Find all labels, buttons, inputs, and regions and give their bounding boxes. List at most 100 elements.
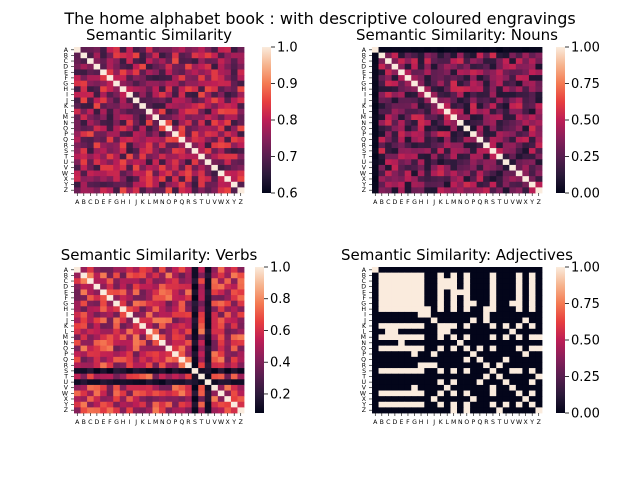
heatmap-cell xyxy=(443,52,451,59)
heatmap-cell xyxy=(211,283,219,290)
heatmap-cell xyxy=(372,334,379,341)
heatmap-cell xyxy=(145,340,153,347)
heatmap-cell xyxy=(106,278,114,285)
heatmap-cell xyxy=(237,114,245,121)
heatmap-cell xyxy=(204,373,212,380)
heatmap-cell xyxy=(457,368,464,375)
heatmap-cell xyxy=(476,267,484,274)
heatmap-cell xyxy=(132,47,140,54)
heatmap-cell xyxy=(113,373,121,380)
heatmap-cell xyxy=(437,69,445,76)
heatmap-cell xyxy=(398,300,406,307)
heatmap-cell xyxy=(165,362,173,369)
heatmap-cell xyxy=(113,58,121,65)
heatmap-cell xyxy=(191,407,199,414)
heatmap-cell xyxy=(93,58,101,65)
y-tick-label: D xyxy=(63,64,68,71)
heatmap-cell xyxy=(463,323,471,330)
heatmap-cell xyxy=(502,306,510,313)
heatmap-cell xyxy=(470,97,478,104)
heatmap-cell xyxy=(113,334,121,341)
heatmap-cell xyxy=(470,373,478,380)
heatmap-cell xyxy=(224,340,232,347)
heatmap-cell xyxy=(424,114,432,121)
heatmap-cell xyxy=(522,362,530,369)
heatmap-cell xyxy=(417,142,425,149)
heatmap-cell xyxy=(463,153,471,160)
heatmap-cell xyxy=(172,396,180,403)
heatmap-cell xyxy=(385,311,393,318)
heatmap-cell xyxy=(230,289,238,296)
heatmap-cell xyxy=(502,362,510,369)
heatmap-cell xyxy=(74,125,81,132)
heatmap-cell xyxy=(93,97,101,104)
heatmap-cell xyxy=(417,272,425,279)
heatmap-cell xyxy=(211,396,219,403)
heatmap-cell xyxy=(522,170,530,177)
heatmap-cell xyxy=(204,136,212,143)
heatmap-cell xyxy=(126,120,134,127)
heatmap-cell xyxy=(470,390,478,397)
heatmap-cell xyxy=(191,401,199,408)
heatmap-cell xyxy=(152,153,160,160)
heatmap-cell xyxy=(113,120,121,127)
heatmap-cell xyxy=(450,283,458,290)
x-tick-label: Y xyxy=(231,419,236,426)
heatmap-cell xyxy=(437,278,445,285)
heatmap-cell xyxy=(411,278,419,285)
heatmap-cell xyxy=(100,142,108,149)
heatmap-cell xyxy=(74,401,81,408)
colorbar-tick-label: 0.75 xyxy=(571,77,600,92)
heatmap-cell xyxy=(106,69,114,76)
heatmap-cell xyxy=(217,91,225,98)
heatmap-cell xyxy=(80,131,88,138)
heatmap-cell xyxy=(230,159,238,166)
heatmap-cell xyxy=(417,120,425,127)
heatmap-cell xyxy=(106,390,114,397)
heatmap-cell xyxy=(378,323,386,330)
heatmap-cell xyxy=(470,164,478,171)
heatmap-cell xyxy=(502,373,510,380)
heatmap-cell xyxy=(217,136,225,143)
y-tick-label: F xyxy=(362,295,366,302)
heatmap-cell xyxy=(185,58,193,65)
heatmap-cell xyxy=(417,164,425,171)
heatmap-cell xyxy=(113,142,121,149)
heatmap-cell xyxy=(139,187,147,194)
heatmap-cell xyxy=(372,272,379,279)
heatmap-cell xyxy=(522,407,530,414)
heatmap-cell xyxy=(204,328,212,335)
heatmap-cell xyxy=(211,91,219,98)
heatmap-cell xyxy=(237,164,245,171)
colorbar: 0.20.40.60.81.0 xyxy=(255,261,291,413)
heatmap-cell xyxy=(217,52,225,59)
heatmap-cell xyxy=(509,328,517,335)
heatmap-cell xyxy=(132,80,140,87)
heatmap-cell xyxy=(100,47,108,54)
heatmap-cell xyxy=(217,340,225,347)
heatmap-cell xyxy=(204,176,212,183)
heatmap-cell xyxy=(489,153,497,160)
heatmap-cell xyxy=(502,295,510,302)
heatmap-cell xyxy=(74,283,81,290)
heatmap-cell xyxy=(372,283,379,290)
heatmap-cell xyxy=(132,136,140,143)
heatmap-cell xyxy=(87,80,95,87)
heatmap-cell xyxy=(437,52,445,59)
x-tick-label: A xyxy=(373,419,378,426)
heatmap-panel-4: Semantic Similarity: AdjectivesAABBCCDDE… xyxy=(341,246,600,426)
x-tick-label: X xyxy=(524,199,529,206)
heatmap-cell xyxy=(411,58,419,65)
heatmap-cell xyxy=(470,181,478,188)
heatmap-cell xyxy=(100,153,108,160)
heatmap-cell xyxy=(159,317,166,324)
heatmap-cell xyxy=(509,356,517,363)
y-tick-label: Y xyxy=(361,182,366,189)
heatmap-cell xyxy=(152,63,160,70)
heatmap-cell xyxy=(372,345,379,352)
heatmap-cell xyxy=(391,58,399,65)
heatmap-cell xyxy=(100,362,108,369)
heatmap-cell xyxy=(378,295,386,302)
heatmap-cells xyxy=(74,267,245,414)
heatmap-cell xyxy=(378,86,386,93)
